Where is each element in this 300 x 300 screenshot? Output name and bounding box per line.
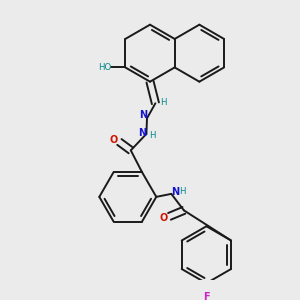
Text: H: H <box>160 98 166 106</box>
Text: O: O <box>160 213 168 223</box>
Text: F: F <box>203 292 210 300</box>
Text: N: N <box>139 110 147 120</box>
Text: H: H <box>179 187 186 196</box>
Text: HO: HO <box>99 63 112 72</box>
Text: O: O <box>109 135 118 145</box>
Text: H: H <box>149 131 156 140</box>
Text: N: N <box>138 128 146 138</box>
Text: N: N <box>171 187 180 197</box>
